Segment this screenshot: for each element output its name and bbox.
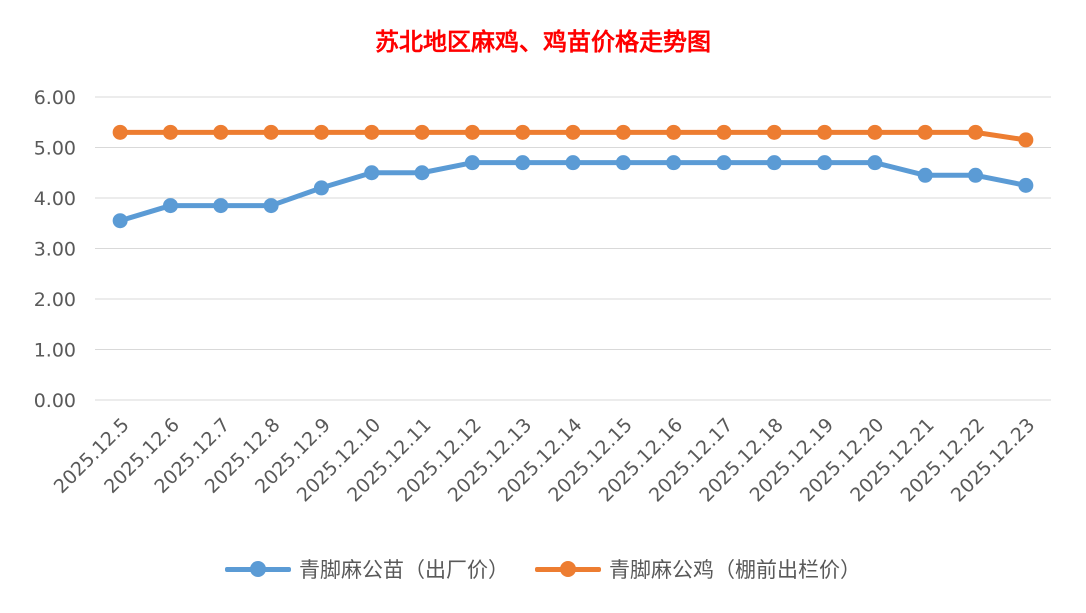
data-point[interactable] xyxy=(615,124,631,140)
data-point[interactable] xyxy=(515,124,531,140)
data-point[interactable] xyxy=(867,124,883,140)
data-point[interactable] xyxy=(364,165,380,181)
data-point[interactable] xyxy=(565,124,581,140)
y-tick-label: 3.00 xyxy=(34,239,76,261)
data-point[interactable] xyxy=(313,124,329,140)
data-point[interactable] xyxy=(414,124,430,140)
legend-item-seedling[interactable]: 青脚麻公苗（出厂价） xyxy=(225,554,509,584)
data-point[interactable] xyxy=(817,155,833,171)
data-point[interactable] xyxy=(112,213,128,229)
y-tick-label: 0.00 xyxy=(34,390,76,412)
data-point[interactable] xyxy=(112,124,128,140)
legend-marker-rooster xyxy=(535,558,601,580)
data-point[interactable] xyxy=(666,155,682,171)
data-point[interactable] xyxy=(515,155,531,171)
data-point[interactable] xyxy=(917,167,933,183)
grid-lines xyxy=(95,96,1051,401)
data-point[interactable] xyxy=(1018,132,1034,148)
data-point[interactable] xyxy=(766,124,782,140)
chart-title: 苏北地区麻鸡、鸡苗价格走势图 xyxy=(375,27,711,56)
data-point[interactable] xyxy=(213,124,229,140)
data-point[interactable] xyxy=(1018,177,1034,193)
data-point[interactable] xyxy=(766,155,782,171)
data-point[interactable] xyxy=(162,124,178,140)
y-tick-label: 1.00 xyxy=(34,340,76,362)
series-line xyxy=(117,160,1029,224)
y-tick-label: 6.00 xyxy=(34,87,76,109)
series-0 xyxy=(112,155,1034,229)
x-axis-ticks: 2025.12.52025.12.62025.12.72025.12.82025… xyxy=(50,414,1040,506)
data-point[interactable] xyxy=(716,155,732,171)
legend-item-rooster[interactable]: 青脚麻公鸡（棚前出栏价） xyxy=(535,554,861,584)
legend-label-rooster: 青脚麻公鸡（棚前出栏价） xyxy=(609,558,861,582)
y-axis-ticks: 0.00 1.00 2.00 3.00 4.00 5.00 6.00 xyxy=(34,87,76,412)
data-point[interactable] xyxy=(263,124,279,140)
data-point[interactable] xyxy=(414,165,430,181)
y-tick-label: 4.00 xyxy=(34,188,76,210)
data-point[interactable] xyxy=(666,124,682,140)
legend-dot-rooster xyxy=(560,561,576,577)
legend-dot-seedling xyxy=(250,561,266,577)
data-point[interactable] xyxy=(817,124,833,140)
data-point[interactable] xyxy=(917,124,933,140)
data-point[interactable] xyxy=(968,167,984,183)
data-point[interactable] xyxy=(615,155,631,171)
data-point[interactable] xyxy=(263,198,279,214)
data-point[interactable] xyxy=(464,124,480,140)
data-point[interactable] xyxy=(867,155,883,171)
data-point[interactable] xyxy=(464,155,480,171)
series-1 xyxy=(112,124,1034,148)
y-tick-label: 2.00 xyxy=(34,289,76,311)
y-tick-label: 5.00 xyxy=(34,138,76,160)
legend-label-seedling: 青脚麻公苗（出厂价） xyxy=(299,558,509,582)
data-point[interactable] xyxy=(565,155,581,171)
series-layer xyxy=(112,124,1034,229)
data-point[interactable] xyxy=(162,198,178,214)
legend: 青脚麻公苗（出厂价） 青脚麻公鸡（棚前出栏价） xyxy=(0,552,1086,586)
data-point[interactable] xyxy=(716,124,732,140)
legend-marker-seedling xyxy=(225,558,291,580)
data-point[interactable] xyxy=(968,124,984,140)
data-point[interactable] xyxy=(364,124,380,140)
data-point[interactable] xyxy=(213,198,229,214)
data-point[interactable] xyxy=(313,180,329,196)
